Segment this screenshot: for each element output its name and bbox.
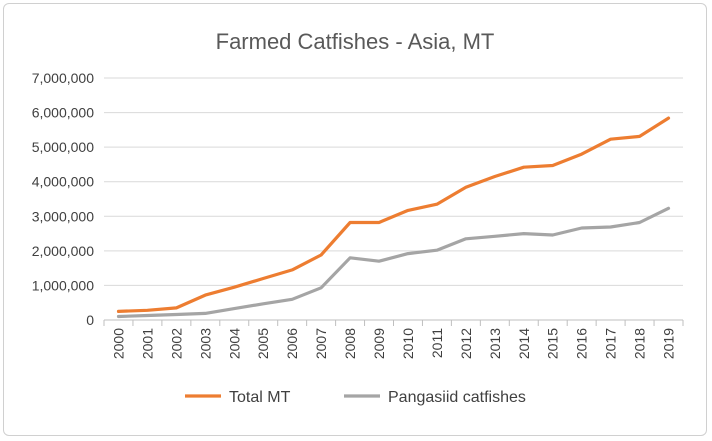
x-tick-label: 2006 <box>284 328 300 359</box>
y-tick-label: 1,000,000 <box>32 277 94 293</box>
legend-label: Total MT <box>229 389 291 406</box>
series-line <box>116 206 671 319</box>
series-lines <box>116 116 671 319</box>
x-tick-label: 2005 <box>255 328 271 359</box>
x-tick-label: 2011 <box>429 328 445 358</box>
x-tick-label: 2009 <box>371 328 387 359</box>
legend: Total MT Pangasiid catfishes <box>185 389 526 406</box>
y-tick-label: 5,000,000 <box>32 139 94 155</box>
x-tick-label: 2012 <box>458 328 474 359</box>
x-tick-label: 2018 <box>632 328 648 359</box>
chart-frame <box>3 3 707 436</box>
y-tick-label: 6,000,000 <box>32 105 94 121</box>
x-axis-ticks: 2000 2001 2002 2003 2004 2005 2006 2007 2008 2009… <box>103 320 684 359</box>
x-tick-label: 2007 <box>313 328 329 359</box>
x-tick-label: 2010 <box>400 328 416 359</box>
y-tick-label: 2,000,000 <box>32 243 94 259</box>
x-tick-label: 2016 <box>574 328 590 359</box>
legend-label: Pangasiid catfishes <box>388 389 526 406</box>
chart-title: Farmed Catfishes - Asia, MT <box>216 29 495 54</box>
y-tick-label: 7,000,000 <box>32 70 94 86</box>
x-tick-label: 2000 <box>110 328 126 359</box>
y-tick-label: 3,000,000 <box>32 208 94 224</box>
x-tick-label: 2003 <box>197 328 213 359</box>
y-tick-label: 0 <box>86 312 94 328</box>
x-tick-label: 2001 <box>139 328 155 359</box>
x-tick-label: 2002 <box>168 328 184 359</box>
x-tick-label: 2008 <box>342 328 358 359</box>
y-tick-label: 4,000,000 <box>32 174 94 190</box>
x-tick-label: 2014 <box>516 328 532 359</box>
x-tick-label: 2015 <box>545 328 561 359</box>
x-tick-label: 2004 <box>226 328 242 359</box>
x-tick-label: 2017 <box>603 328 619 359</box>
series-line <box>116 116 671 313</box>
y-axis-ticks: 0 1,000,000 2,000,000 3,000,000 4,000,000 5,0… <box>32 70 95 328</box>
gridlines <box>104 77 683 321</box>
x-tick-label: 2013 <box>487 328 503 359</box>
x-tick-label: 2019 <box>661 328 677 359</box>
